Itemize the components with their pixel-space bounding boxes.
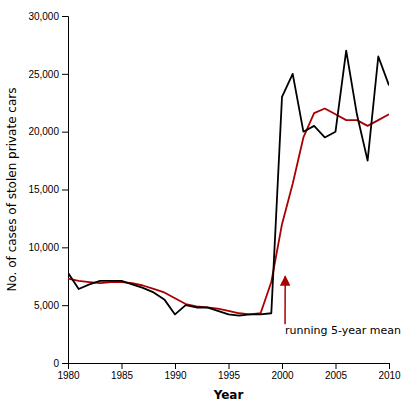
tick-mark <box>62 363 68 364</box>
x-axis-title: Year <box>213 388 244 402</box>
tick-label: 1995 <box>218 370 241 381</box>
tick-label: 2005 <box>325 370 348 381</box>
y-axis: 0 5,000 10,000 15,000 20,000 25,000 30,000 <box>28 11 68 369</box>
annotations: running 5-year mean <box>285 276 401 337</box>
tick-mark <box>62 16 68 17</box>
tick: 5,000 <box>34 300 68 311</box>
tick: 2010 <box>378 363 401 381</box>
tick: 25,000 <box>28 69 68 80</box>
tick-mark <box>282 363 283 369</box>
tick: 30,000 <box>28 11 68 22</box>
tick-mark <box>229 363 230 369</box>
tick: 15,000 <box>28 184 68 195</box>
chart: 1980 1985 1990 1995 2000 2005 2010 0 5,000 10,000… <box>0 0 405 409</box>
tick-mark <box>336 363 337 369</box>
tick-label: 1980 <box>57 370 80 381</box>
tick-mark <box>62 305 68 306</box>
tick: 2005 <box>325 363 348 381</box>
x-axis: 1980 1985 1990 1995 2000 2005 2010 <box>57 363 401 381</box>
tick-label: 0 <box>53 358 59 369</box>
tick-label: 25,000 <box>28 69 59 80</box>
tick-mark <box>62 132 68 133</box>
series-line <box>68 109 389 315</box>
plot: 1980 1985 1990 1995 2000 2005 2010 0 5,000 10,000… <box>28 11 401 381</box>
tick-mark <box>62 74 68 75</box>
tick-mark <box>62 247 68 248</box>
axis-line <box>69 364 390 370</box>
tick: 1990 <box>164 363 187 381</box>
y-axis-title: No. of cases of stolen private cars <box>5 88 19 292</box>
tick-mark <box>62 190 68 191</box>
tick-label: 5,000 <box>34 300 59 311</box>
tick: 2000 <box>271 363 294 381</box>
lines <box>68 51 389 316</box>
tick-label: 30,000 <box>28 11 59 22</box>
tick: 0 <box>53 358 68 369</box>
tick: 1985 <box>111 363 134 381</box>
tick-mark <box>175 363 176 369</box>
annotation-arrow <box>284 276 286 324</box>
tick: 1980 <box>57 363 80 381</box>
annotation-text: running 5-year mean <box>285 324 401 337</box>
axis-line <box>62 17 69 364</box>
tick-mark <box>122 363 123 369</box>
tick-label: 2000 <box>271 370 294 381</box>
tick-label: 15,000 <box>28 184 59 195</box>
tick-mark <box>389 363 390 369</box>
tick: 20,000 <box>28 126 68 137</box>
tick-label: 1985 <box>111 370 134 381</box>
series-line <box>68 51 389 316</box>
tick: 10,000 <box>28 242 68 253</box>
tick-label: 2010 <box>378 370 401 381</box>
tick-label: 1990 <box>164 370 187 381</box>
tick-label: 20,000 <box>28 126 59 137</box>
tick: 1995 <box>218 363 241 381</box>
tick-label: 10,000 <box>28 242 59 253</box>
